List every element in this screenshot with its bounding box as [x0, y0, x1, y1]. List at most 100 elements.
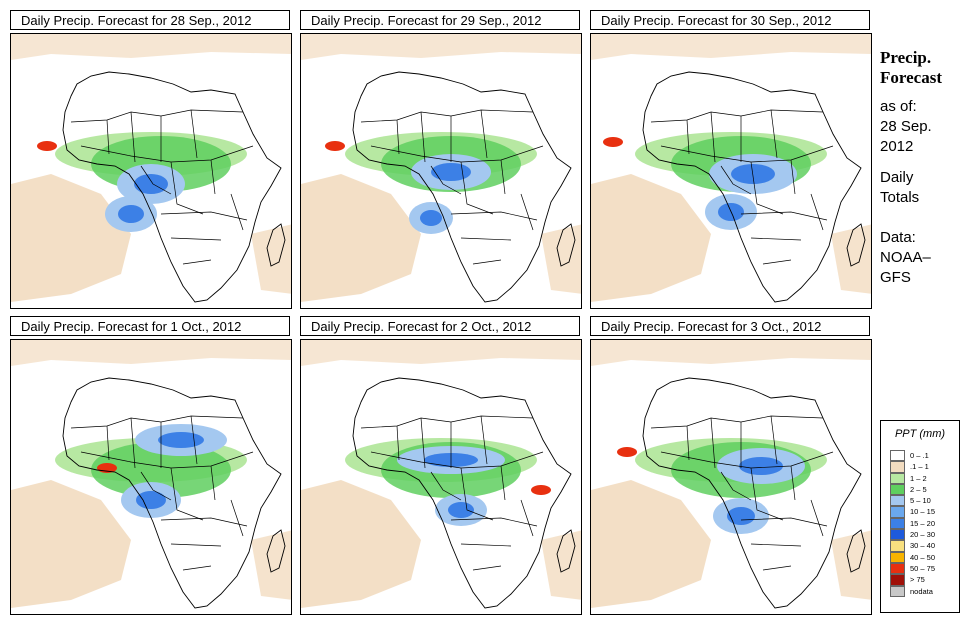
legend-item: 50 – 75	[881, 562, 959, 575]
country-border	[450, 517, 538, 527]
country-border	[360, 415, 534, 429]
legend-swatch	[890, 517, 905, 530]
data-source-text: Data: NOAA– GFS	[880, 228, 965, 288]
africa-coastline	[642, 71, 862, 303]
legend-label: 2 – 5	[910, 484, 927, 494]
country-border	[810, 193, 824, 231]
country-border	[430, 165, 462, 195]
country-border	[170, 161, 204, 215]
country-border	[480, 415, 488, 465]
rain-area-very-heavy	[431, 163, 471, 181]
dry-region	[541, 224, 581, 294]
as-of-line1: as of:	[880, 98, 917, 115]
legend-swatch	[890, 461, 905, 473]
madagascar-coastline	[846, 223, 866, 267]
legend-item: 2 – 5	[881, 483, 959, 496]
country-border	[460, 237, 512, 241]
country-border	[160, 517, 248, 527]
africa-precip-map	[591, 34, 871, 303]
legend-label: 50 – 75	[910, 563, 936, 573]
country-border	[710, 111, 716, 163]
legend-swatch	[890, 506, 905, 518]
country-border	[106, 425, 110, 461]
madagascar-coastline	[266, 529, 286, 573]
rain-area-extreme	[617, 447, 637, 457]
rain-area-very-heavy	[136, 491, 166, 509]
dry-region	[591, 480, 711, 608]
country-border	[686, 425, 690, 461]
legend-swatch	[890, 585, 905, 597]
rain-area-extreme	[531, 485, 551, 495]
dry-region	[301, 480, 421, 608]
dry-region	[591, 340, 871, 366]
legend-swatch	[890, 495, 905, 507]
side-title-line1: Precip.	[880, 48, 932, 67]
country-border	[420, 417, 426, 469]
legend-swatch	[890, 472, 905, 484]
as-of-line3: 2012	[880, 138, 914, 155]
country-border	[210, 159, 216, 195]
legend-title: PPT (mm)	[894, 428, 946, 440]
country-border	[720, 471, 752, 501]
country-border	[762, 259, 792, 265]
legend-label: 40 – 50	[910, 552, 936, 562]
country-border	[190, 109, 198, 159]
dry-region	[301, 174, 421, 302]
africa-precip-map	[301, 340, 581, 609]
country-border	[740, 517, 828, 527]
legend-label: 5 – 10	[910, 496, 931, 506]
country-border	[770, 109, 778, 159]
country-border	[430, 471, 462, 501]
africa-coastline	[642, 377, 862, 609]
panel-title-4: Daily Precip. Forecast for 1 Oct., 2012	[10, 316, 290, 336]
country-border	[720, 165, 752, 195]
country-border	[500, 159, 506, 195]
data-source-line3: GFS	[880, 269, 911, 286]
side-title: Precip. Forecast	[880, 48, 965, 88]
panel-title-3: Daily Precip. Forecast for 30 Sep., 2012	[590, 10, 870, 30]
legend-item: 40 – 50	[881, 551, 959, 563]
country-border	[750, 543, 802, 547]
country-border	[182, 565, 212, 571]
africa-precip-map	[591, 340, 871, 609]
country-border	[750, 237, 802, 241]
dry-region	[591, 174, 711, 302]
legend-swatch	[890, 551, 905, 563]
country-border	[790, 465, 796, 501]
legend-item: nodata	[881, 585, 959, 597]
forecast-map-2	[300, 33, 582, 309]
country-border	[140, 165, 172, 195]
country-border	[182, 259, 212, 265]
country-border	[230, 193, 244, 231]
rain-area-extreme	[37, 141, 57, 151]
rain-area-very-heavy	[727, 507, 755, 525]
legend-label: 15 – 20	[910, 518, 936, 528]
forecast-map-1	[10, 33, 292, 309]
country-border	[472, 259, 502, 265]
country-border	[70, 415, 244, 429]
forecast-map-6	[590, 339, 872, 615]
rain-area-extreme	[603, 137, 623, 147]
legend-item: 20 – 30	[881, 529, 959, 541]
dry-region	[541, 530, 581, 600]
legend-label: .1 – 1	[910, 462, 929, 472]
legend-item: 15 – 20	[881, 517, 959, 530]
daily-totals-line1: Daily	[880, 169, 914, 186]
dry-region	[11, 480, 131, 608]
as-of-line2: 28 Sep.	[880, 118, 932, 135]
country-border	[460, 467, 494, 521]
rain-area-very-heavy	[118, 205, 144, 223]
legend-swatch	[890, 450, 905, 462]
country-border	[360, 109, 534, 123]
dry-region	[301, 340, 581, 366]
country-border	[140, 471, 172, 501]
country-border	[106, 119, 110, 155]
country-border	[472, 565, 502, 571]
as-of-text: as of: 28 Sep. 2012	[880, 97, 965, 157]
country-border	[762, 565, 792, 571]
country-border	[520, 193, 534, 231]
country-border	[230, 499, 244, 537]
panel-title-6: Daily Precip. Forecast for 3 Oct., 2012	[590, 316, 870, 336]
country-border	[686, 119, 690, 155]
